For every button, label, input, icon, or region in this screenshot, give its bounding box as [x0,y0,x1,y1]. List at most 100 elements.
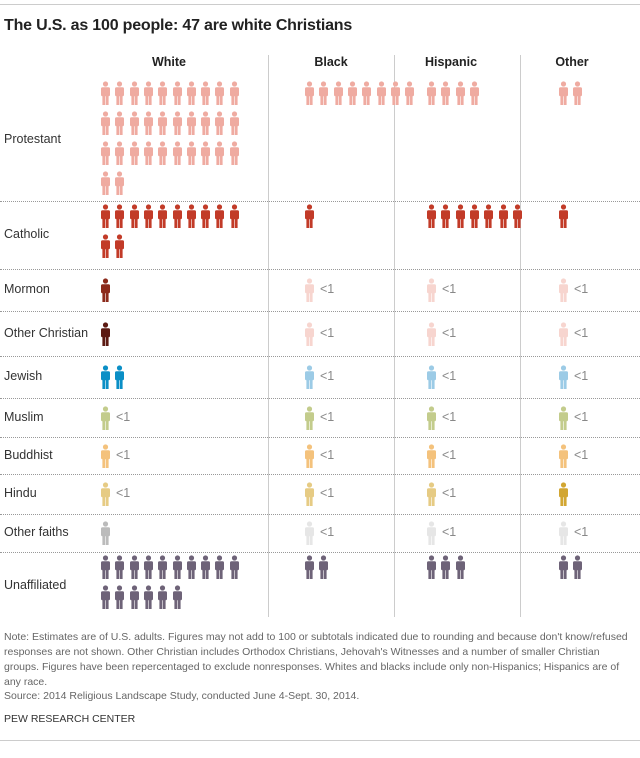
row-label: Other Christian [4,325,89,340]
person-icon [319,81,329,105]
person-icon [172,585,182,609]
person-icon [512,204,522,228]
less-than-one-label: <1 [574,410,589,424]
column-header-hispanic: Hispanic [424,55,478,69]
person-icon [427,278,436,302]
less-than-one-label: <1 [442,525,457,539]
person-icon [427,406,436,430]
person-icon [115,141,125,165]
top-rule [0,4,640,5]
less-than-one-label: <1 [574,525,589,539]
person-icon [229,204,239,228]
row-label: Hindu [4,486,37,500]
row-label: Muslim [4,409,44,424]
less-than-one-label: <1 [320,326,335,340]
person-icon [390,81,400,105]
person-icon [305,521,314,545]
person-icon [229,81,239,105]
column-header-black: Black [314,55,348,69]
person-icon [101,521,110,545]
person-icon [573,555,583,579]
person-icon [201,141,211,165]
person-icon [172,111,182,135]
person-icon [186,141,196,165]
person-icon [484,204,494,228]
person-icon [129,204,139,228]
less-than-one-label: <1 [320,282,335,296]
person-icon [186,555,196,579]
person-icon [229,141,239,165]
person-icon [115,365,125,389]
less-than-one-label: <1 [116,410,131,424]
row-separator [0,356,640,357]
person-icon [101,141,110,165]
person-icon [376,81,386,105]
person-icon [115,171,125,195]
person-icon [305,482,314,506]
person-icon [427,81,436,105]
person-icon [101,322,110,346]
person-icon [441,81,451,105]
person-icon [101,111,110,135]
person-icon [305,406,314,430]
person-icon [115,234,125,258]
less-than-one-label: <1 [442,410,457,424]
person-icon [201,555,211,579]
person-icon [305,444,314,468]
person-icon [347,81,357,105]
person-icon [158,555,168,579]
person-icon [143,585,153,609]
row-separator [0,552,640,553]
row-label: Jewish [4,369,43,383]
person-icon [115,204,125,228]
person-icon [215,141,225,165]
column-divider [268,55,269,617]
person-icon [498,204,508,228]
person-icon [186,81,196,105]
person-icon [129,111,139,135]
person-icon [215,111,225,135]
person-icon [559,521,568,545]
person-icon [143,204,153,228]
person-icon [559,555,568,579]
person-icon [101,365,110,389]
chart-notes: Note: Estimates are of U.S. adults. Figu… [4,631,628,688]
person-icon [305,278,314,302]
person-icon [158,111,168,135]
person-icon [172,555,182,579]
column-divider [520,55,521,617]
row-label: Unaffiliated [4,578,67,592]
person-icon [101,278,110,302]
person-icon [441,555,451,579]
person-icon [305,322,314,346]
person-icon [129,585,139,609]
row-label: Mormon [4,282,50,296]
person-icon [305,555,314,579]
less-than-one-label: <1 [116,486,131,500]
person-icon [129,81,139,105]
column-header-white: White [151,55,187,69]
bottom-rule [0,740,640,741]
less-than-one-label: <1 [442,282,457,296]
row-separator [0,269,640,270]
person-icon [229,555,239,579]
person-icon [427,322,436,346]
person-icon [215,555,225,579]
person-icon [172,141,182,165]
less-than-one-label: <1 [574,369,589,383]
less-than-one-label: <1 [574,448,589,462]
person-icon [427,204,436,228]
person-icon [201,81,211,105]
less-than-one-label: <1 [320,486,335,500]
person-icon [101,81,110,105]
person-icon [427,555,436,579]
row-label: Protestant [4,131,61,146]
less-than-one-label: <1 [442,326,457,340]
row-separator [0,437,640,438]
person-icon [441,204,451,228]
person-icon [101,585,110,609]
less-than-one-label: <1 [116,448,131,462]
less-than-one-label: <1 [442,448,457,462]
person-icon [559,365,568,389]
person-icon [427,444,436,468]
